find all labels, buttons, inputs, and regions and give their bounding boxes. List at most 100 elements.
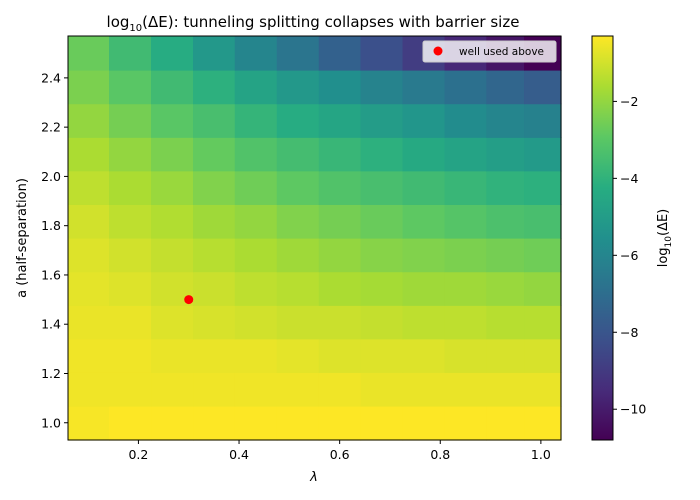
heatmap-cell <box>524 137 562 172</box>
heatmap-cell <box>444 137 487 172</box>
heatmap-cell <box>318 103 362 138</box>
plot-area-frame <box>67 35 562 441</box>
heatmap-cell <box>524 406 562 441</box>
colorbar-tick-label: −2 <box>620 94 638 109</box>
heatmap-cell <box>486 137 525 172</box>
colorbar <box>591 35 614 441</box>
heatmap-cell <box>524 204 562 239</box>
chart-title: log10(ΔE): tunneling splitting collapses… <box>107 13 520 34</box>
heatmap-cell <box>68 170 110 205</box>
heatmap-cell <box>276 170 320 205</box>
colorbar-label: log10(ΔE) <box>656 209 674 268</box>
heatmap-cell <box>151 204 194 239</box>
heatmap-cell <box>402 170 446 205</box>
y-tick-label: 1.2 <box>41 366 61 381</box>
heatmap-cell <box>276 103 320 138</box>
heatmap-cell <box>444 70 487 105</box>
heatmap-cell <box>360 271 404 306</box>
heatmap-cell <box>318 36 362 71</box>
heatmap-cell <box>151 338 194 373</box>
x-axis-label: λ <box>309 470 318 485</box>
heatmap-cell <box>68 238 110 273</box>
heatmap-cell <box>318 238 362 273</box>
heatmap-cell <box>524 372 562 407</box>
heatmap-cell <box>444 406 487 441</box>
heatmap-cell <box>193 372 236 407</box>
legend-marker-swatch <box>433 46 443 56</box>
heatmap-cell <box>486 338 525 373</box>
heatmap-cell <box>193 271 236 306</box>
y-tick-label: 1.6 <box>41 267 61 282</box>
heatmap-cell <box>109 238 152 273</box>
heatmap-cell <box>234 70 278 105</box>
heatmap-cell <box>360 103 404 138</box>
heatmap-cell <box>151 305 194 340</box>
heatmap-cell <box>193 103 236 138</box>
heatmap-cell <box>234 338 278 373</box>
heatmap-cell <box>360 36 404 71</box>
cbar-label-subscript: 10 <box>664 236 674 248</box>
heatmap-cell <box>68 372 110 407</box>
well-marker-point <box>184 295 194 305</box>
heatmap-cell <box>524 305 562 340</box>
heatmap-cell <box>193 238 236 273</box>
heatmap-cell <box>318 137 362 172</box>
colorbar-ticks: −2 −4 −6 −8 −10 <box>613 94 646 417</box>
y-tick-label: 1.4 <box>41 317 61 332</box>
heatmap-cell <box>276 271 320 306</box>
heatmap-cell <box>151 36 194 71</box>
heatmap-cell <box>68 204 110 239</box>
heatmap-cell <box>234 238 278 273</box>
heatmap-cell <box>486 372 525 407</box>
heatmap-cell <box>193 70 236 105</box>
heatmap-cell <box>318 305 362 340</box>
heatmap-cell <box>276 338 320 373</box>
title-text: (ΔE): tunneling splitting collapses with… <box>142 13 519 31</box>
legend: well used above <box>422 40 557 63</box>
heatmap-cell <box>486 406 525 441</box>
heatmap-cell <box>234 36 278 71</box>
cbar-label-log: log <box>656 247 671 267</box>
heatmap-cell <box>276 36 320 71</box>
heatmap-cell <box>524 103 562 138</box>
heatmap-cell <box>524 70 562 105</box>
heatmap-cell <box>151 238 194 273</box>
heatmap-cell <box>151 406 194 441</box>
heatmap-cell <box>486 305 525 340</box>
heatmap-cell <box>318 372 362 407</box>
heatmap-cell <box>109 372 152 407</box>
colorbar-tick-label: −4 <box>620 171 638 186</box>
heatmap-cell <box>444 271 487 306</box>
heatmap-cell <box>234 305 278 340</box>
heatmap-cell <box>360 70 404 105</box>
heatmap-cell <box>109 103 152 138</box>
y-tick-label: 2.2 <box>41 120 61 135</box>
heatmap-cell <box>276 372 320 407</box>
heatmap-cell <box>360 137 404 172</box>
heatmap-cell <box>276 70 320 105</box>
y-axis-ticks: 1.0 1.2 1.4 1.6 1.8 2.0 2.2 2.4 <box>41 70 68 430</box>
heatmap-cell <box>109 338 152 373</box>
y-axis-label: a (half-separation) <box>15 178 30 298</box>
heatmap-cell <box>193 36 236 71</box>
legend-entry-label: well used above <box>459 46 544 58</box>
heatmap-cell <box>486 70 525 105</box>
heatmap-cell <box>444 170 487 205</box>
title-log-subscript: 10 <box>129 23 142 34</box>
heatmap-cell <box>68 70 110 105</box>
heatmap-cell <box>193 204 236 239</box>
heatmap-cell <box>276 204 320 239</box>
heatmap-cell <box>151 137 194 172</box>
heatmap-cell <box>444 372 487 407</box>
heatmap-cell <box>151 70 194 105</box>
colorbar-tick-label: −10 <box>620 402 646 417</box>
heatmap-cell <box>109 406 152 441</box>
heatmap-cell <box>444 103 487 138</box>
title-log: log <box>107 13 130 31</box>
heatmap-cell <box>402 238 446 273</box>
heatmap-cell <box>68 103 110 138</box>
heatmap-cell <box>360 204 404 239</box>
heatmap-cell <box>109 70 152 105</box>
heatmap-cell <box>193 170 236 205</box>
